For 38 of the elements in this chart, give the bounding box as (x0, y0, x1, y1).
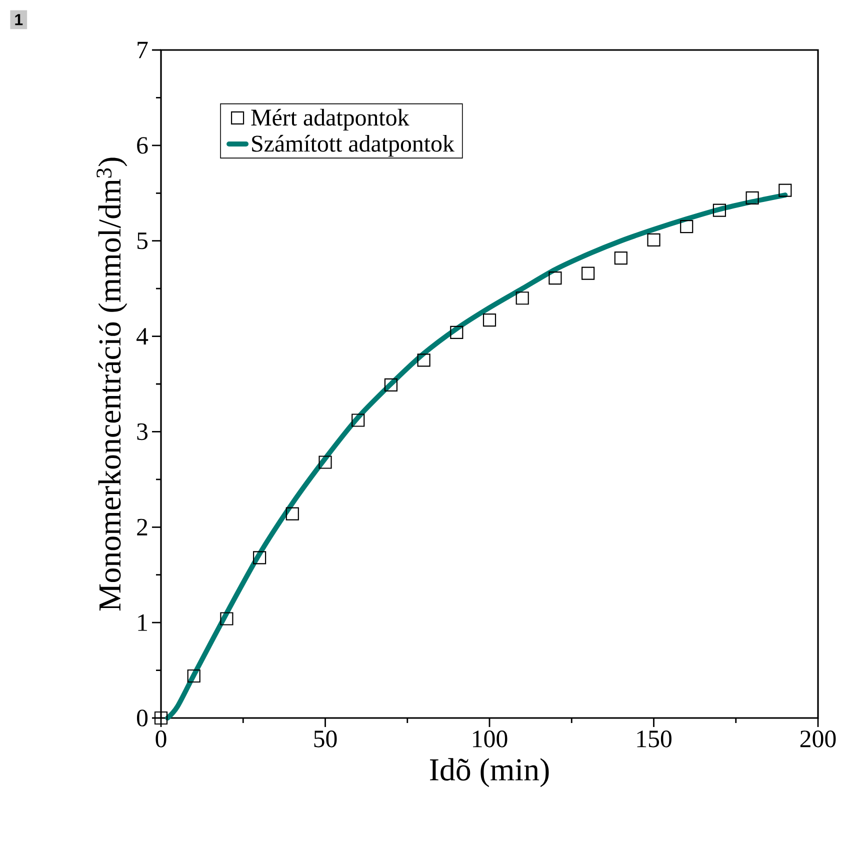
point (482, 314, 496, 327)
point (450, 326, 464, 340)
point (582, 266, 595, 280)
y-tick-label: 2 (137, 518, 148, 536)
x-axis-title: Idõ (min) (430, 758, 549, 788)
point (680, 220, 694, 234)
point (384, 378, 398, 392)
point (647, 233, 660, 246)
x-tick-label: 150 (637, 730, 672, 748)
point (712, 204, 726, 217)
point (220, 612, 234, 626)
y-tick-label: 6 (137, 137, 148, 154)
point (516, 292, 529, 305)
x-tick-label: 100 (473, 730, 508, 748)
point (778, 184, 792, 197)
point (286, 507, 299, 520)
y-tick-label: 0 (136, 710, 148, 726)
point (614, 251, 628, 265)
x-tick-label: 50 (314, 730, 337, 748)
point (253, 551, 266, 564)
y-axis-title: Monomerkoncentráció (mmol/dm$^{3}$) (96, 158, 128, 611)
point (746, 191, 759, 204)
y-tick-label: 1 (138, 614, 147, 631)
point (548, 272, 562, 285)
point (187, 669, 200, 683)
y-tick-label: 4 (136, 328, 148, 344)
legend-label: Mért adatpontok (251, 108, 410, 131)
x-tick-label: 0 (156, 730, 166, 748)
point (154, 711, 168, 725)
point (417, 354, 430, 367)
text: 1 (15, 14, 23, 26)
y-tick-label: 5 (137, 232, 148, 250)
legend-label: Számított adatpontok (252, 134, 454, 157)
x-tick-label: 200 (800, 730, 836, 748)
point (318, 456, 332, 469)
point (352, 414, 365, 427)
y-tick-label: 3 (137, 423, 148, 440)
y-tick-label: 7 (138, 42, 148, 58)
